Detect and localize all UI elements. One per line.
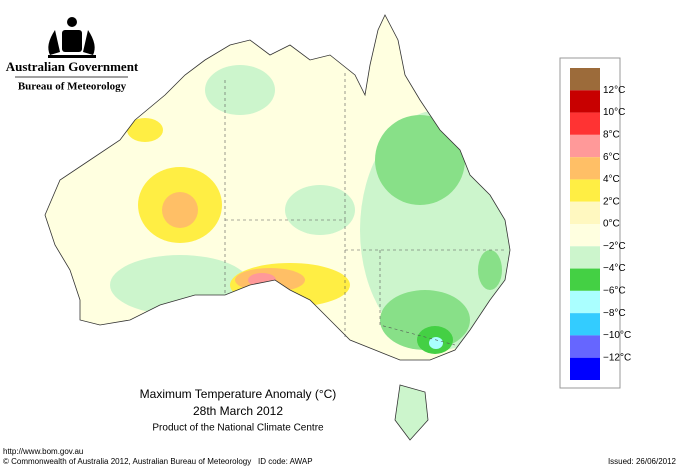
legend-swatch: [570, 134, 600, 158]
agency: Bureau of Meteorology: [18, 81, 127, 93]
map-date: 28th March 2012: [193, 404, 283, 418]
map-title: Maximum Temperature Anomaly (°C): [140, 387, 337, 401]
legend-swatch: [570, 201, 600, 224]
map-product: Product of the National Climate Centre: [152, 423, 324, 434]
legend: 12°C 10°C 8°C 6°C 4°C 2°C 0°C −2°C −4°C −6°C −8°C −…: [570, 68, 631, 380]
legend-label: −10°C: [603, 330, 631, 341]
legend-label: −8°C: [603, 308, 626, 319]
legend-label: 10°C: [603, 107, 625, 118]
issued: Issued: 26/06/2012: [608, 457, 677, 466]
legend-label: −4°C: [603, 263, 626, 274]
legend-label: 6°C: [603, 152, 620, 163]
legend-swatch: [570, 224, 600, 247]
crest: [48, 17, 96, 58]
legend-swatch: [570, 157, 600, 180]
copyright: © Commonwealth of Australia 2012, Austra…: [3, 457, 251, 466]
id-code: ID code: AWAP: [258, 457, 313, 466]
legend-swatch: [570, 335, 600, 358]
legend-swatch: [570, 68, 600, 91]
url: http://www.bom.gov.au: [3, 447, 83, 456]
legend-label: 4°C: [603, 174, 620, 185]
legend-swatch: [570, 313, 600, 336]
legend-label: 8°C: [603, 129, 620, 140]
legend-swatch: [570, 112, 600, 135]
legend-swatch: [570, 179, 600, 202]
legend-swatch: [570, 90, 600, 113]
legend-swatch: [570, 268, 600, 291]
legend-label: −12°C: [603, 352, 631, 363]
legend-swatch: [570, 246, 600, 269]
legend-swatch: [570, 290, 600, 314]
legend-label: 12°C: [603, 85, 625, 96]
legend-label: −2°C: [603, 241, 626, 252]
government: Australian Government: [6, 59, 139, 74]
legend-label: 2°C: [603, 196, 620, 207]
legend-label: −6°C: [603, 285, 626, 296]
legend-swatch: [570, 357, 600, 380]
legend-label: 0°C: [603, 219, 620, 230]
